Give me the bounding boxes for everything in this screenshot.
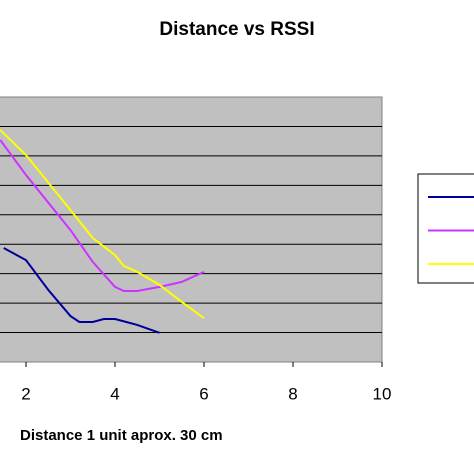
series-line — [3, 247, 160, 334]
x-tick-label: 2 — [21, 384, 30, 403]
x-tick-label: 4 — [110, 384, 119, 403]
legend — [417, 173, 474, 284]
series-line — [0, 129, 205, 319]
series-line — [0, 139, 205, 293]
plot-area — [0, 96, 383, 363]
chart-title: Distance vs RSSI — [159, 19, 314, 40]
x-tick-label: 6 — [199, 384, 208, 403]
x-tick-label: 8 — [288, 384, 297, 403]
x-tick-label: 10 — [373, 384, 392, 403]
x-axis-label: Distance 1 unit aprox. 30 cm — [20, 427, 223, 444]
